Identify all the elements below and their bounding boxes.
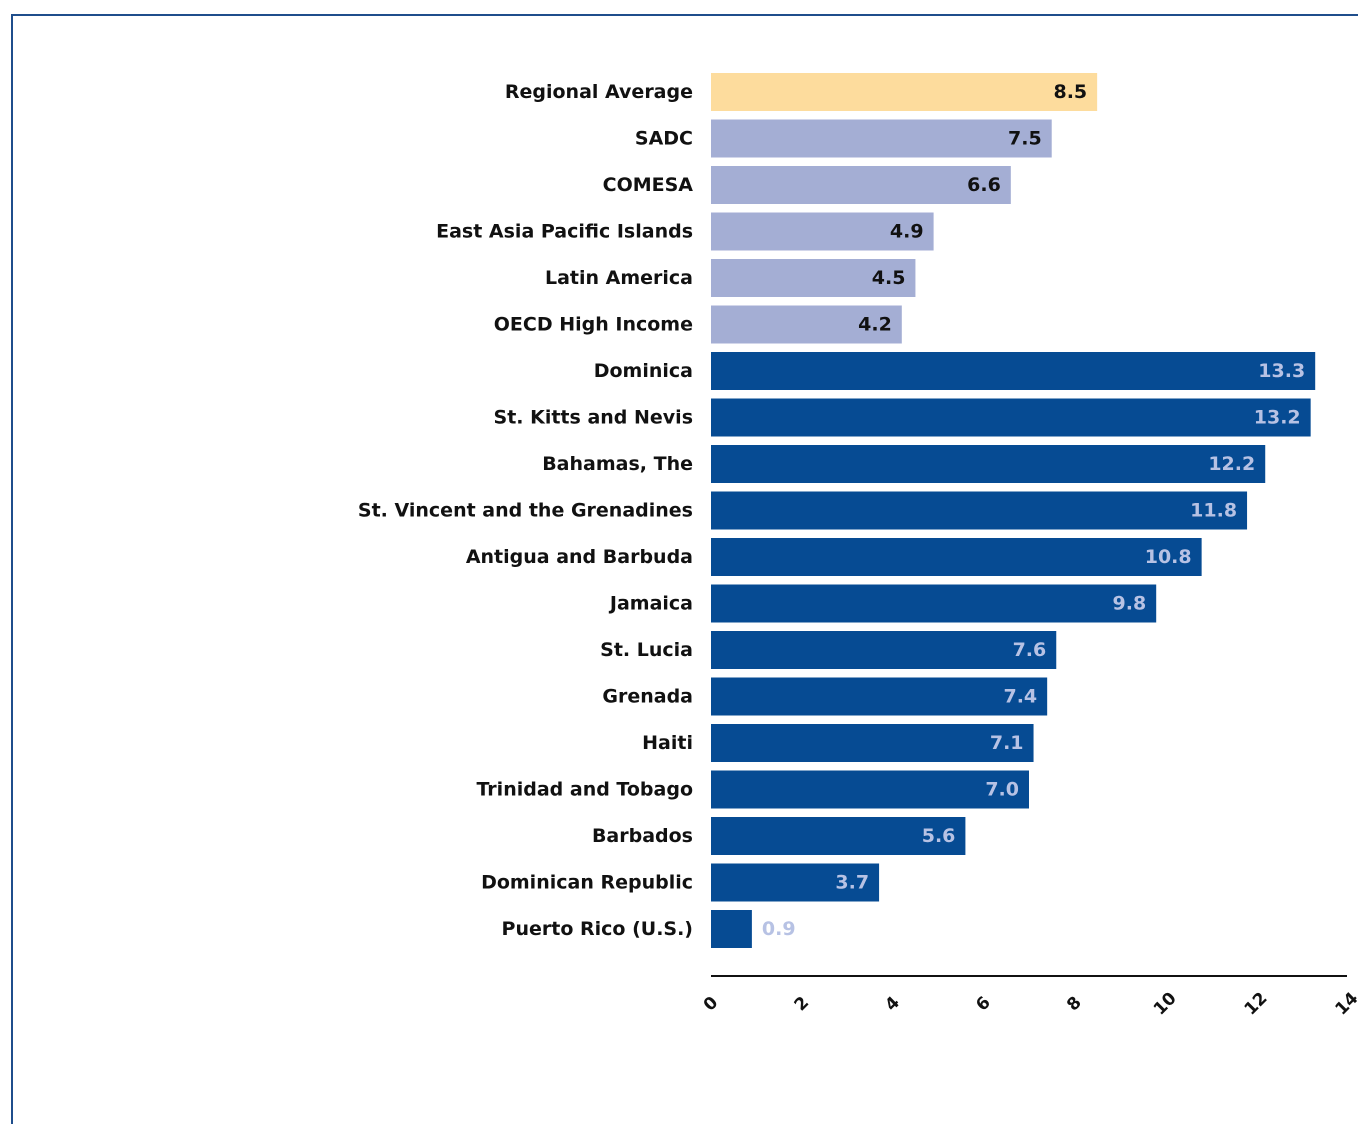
- bar-10: [711, 538, 1202, 576]
- value-label-4: 4.5: [872, 267, 906, 289]
- x-tick-label-2: 4: [881, 993, 904, 1016]
- category-label-5: OECD High Income: [494, 314, 693, 336]
- bar-17: [711, 863, 880, 902]
- bar-1: [711, 119, 1052, 158]
- x-tick-label-7: 14: [1332, 988, 1358, 1019]
- value-label-13: 7.4: [1003, 686, 1037, 708]
- value-label-12: 7.6: [1013, 639, 1047, 661]
- bar-12: [711, 631, 1057, 669]
- x-tick-label-5: 10: [1150, 988, 1181, 1019]
- bar-8: [711, 445, 1266, 483]
- value-label-15: 7.0: [985, 779, 1019, 801]
- category-label-2: COMESA: [603, 174, 694, 196]
- chart-frame: [11, 14, 1358, 1124]
- category-label-4: Latin America: [545, 267, 693, 289]
- bar-3: [711, 212, 934, 251]
- x-tick-label-6: 12: [1241, 989, 1272, 1020]
- category-label-11: Jamaica: [608, 593, 693, 615]
- category-label-17: Dominican Republic: [481, 872, 693, 894]
- value-label-5: 4.2: [858, 314, 892, 336]
- x-axis: 0 2 4 6 8 10 12 14: [700, 975, 1358, 1020]
- category-label-18: Puerto Rico (U.S.): [502, 918, 693, 940]
- value-label-10: 10.8: [1145, 546, 1192, 568]
- x-tick-label-4: 8: [1063, 993, 1086, 1016]
- category-label-16: Barbados: [592, 825, 693, 847]
- bar-4: [711, 259, 916, 297]
- category-label-1: SADC: [635, 128, 693, 150]
- category-label-10: Antigua and Barbuda: [466, 546, 693, 568]
- value-label-7: 13.2: [1254, 407, 1301, 429]
- value-label-0: 8.5: [1053, 81, 1087, 103]
- bar-2: [711, 166, 1011, 204]
- category-label-13: Grenada: [602, 686, 693, 708]
- bar-6: [711, 352, 1316, 390]
- x-tick-label-3: 6: [972, 993, 995, 1016]
- x-tick-label-1: 2: [791, 993, 814, 1016]
- category-label-7: St. Kitts and Nevis: [494, 407, 693, 429]
- value-label-3: 4.9: [890, 221, 924, 243]
- category-label-14: Haiti: [642, 732, 693, 754]
- value-label-16: 5.6: [922, 825, 956, 847]
- bar-16: [711, 817, 966, 855]
- value-label-1: 7.5: [1008, 128, 1042, 150]
- category-label-15: Trinidad and Tobago: [476, 779, 693, 801]
- bars-layer: Regional Average 8.5 SADC 7.5 COMESA 6.6 East …: [358, 73, 1316, 948]
- category-label-9: St. Vincent and the Grenadines: [358, 500, 693, 522]
- category-label-0: Regional Average: [505, 81, 693, 103]
- bar-7: [711, 398, 1311, 437]
- bar-5: [711, 305, 902, 344]
- bar-11: [711, 584, 1157, 623]
- value-label-8: 12.2: [1208, 453, 1255, 475]
- bar-14: [711, 724, 1034, 762]
- value-label-17: 3.7: [835, 872, 869, 894]
- category-label-6: Dominica: [594, 360, 693, 382]
- value-label-18: 0.9: [762, 918, 796, 940]
- bar-0: [711, 73, 1098, 111]
- bar-18: [711, 910, 752, 948]
- value-label-9: 11.8: [1190, 500, 1237, 522]
- bar-9: [711, 491, 1248, 530]
- category-label-3: East Asia Pacific Islands: [436, 221, 693, 243]
- category-label-12: St. Lucia: [600, 639, 693, 661]
- value-label-6: 13.3: [1258, 360, 1305, 382]
- value-label-14: 7.1: [990, 732, 1024, 754]
- category-label-8: Bahamas, The: [542, 453, 693, 475]
- value-label-11: 9.8: [1113, 593, 1147, 615]
- bar-15: [711, 770, 1029, 809]
- value-label-2: 6.6: [967, 174, 1001, 196]
- bar-13: [711, 677, 1048, 716]
- x-tick-label-0: 0: [700, 993, 723, 1016]
